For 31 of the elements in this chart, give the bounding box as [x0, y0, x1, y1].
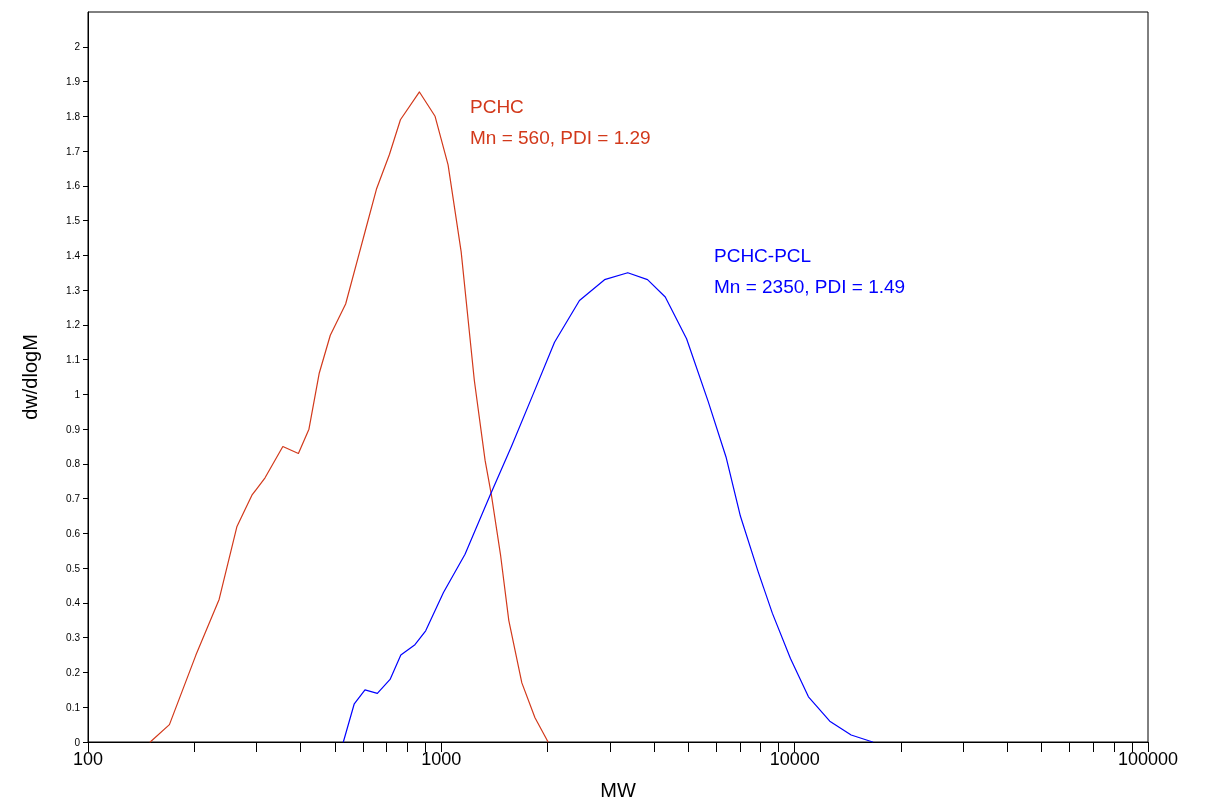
annotation: Mn = 2350, PDI = 1.49 [714, 276, 906, 297]
y-tick-label: 2 [74, 41, 81, 53]
y-tick-label: 0.7 [66, 493, 81, 505]
y-tick-label: 1.3 [66, 284, 81, 296]
series-label: PCHC [470, 96, 524, 117]
y-tick-label: 1.7 [66, 145, 81, 157]
y-tick-label: 0.9 [66, 423, 81, 435]
y-tick-label: 1 [74, 388, 81, 400]
y-tick-label: 0.8 [66, 458, 81, 470]
y-tick-label: 1.4 [66, 249, 81, 261]
y-tick-label: 0.5 [66, 562, 81, 574]
y-tick-label: 0.4 [66, 597, 81, 609]
y-axis-title: dw/dlogM [19, 334, 41, 420]
y-tick-label: 0.6 [66, 527, 81, 539]
y-tick-label: 1.9 [66, 76, 81, 88]
y-tick-label: 1.2 [66, 319, 81, 331]
y-tick-label: 0 [74, 736, 81, 748]
x-tick-label: 100 [72, 749, 104, 769]
annotation: Mn = 560, PDI = 1.29 [470, 127, 651, 148]
y-tick-label: 1.1 [66, 354, 81, 366]
x-axis-title: MW [600, 779, 636, 801]
y-tick-label: 0.3 [66, 632, 81, 644]
y-tick-label: 0.1 [66, 701, 81, 713]
text: PCHC-PCL [714, 245, 812, 266]
y-tick-label: 0.2 [66, 666, 81, 678]
y-tick-label: 1.6 [66, 180, 81, 192]
x-tick-label: 100000 [1117, 749, 1179, 769]
x-tick-label: 1000 [421, 749, 462, 769]
y-tick-label: 1.8 [66, 110, 81, 122]
y-tick-label: 1.5 [66, 215, 81, 227]
x-tick-label: 10000 [769, 749, 820, 769]
